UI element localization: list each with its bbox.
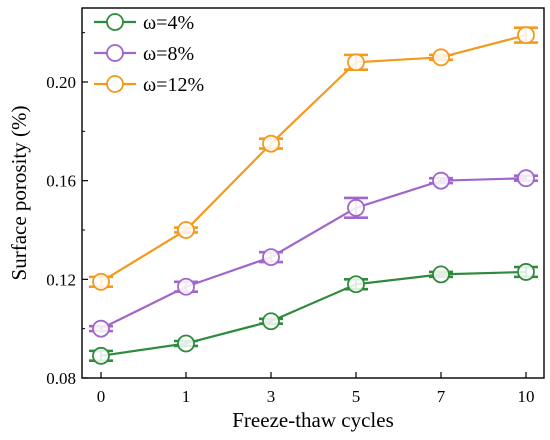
data-point [347,53,365,72]
series-2 [89,169,538,338]
data-point [92,319,110,338]
data-point [262,134,280,153]
series-3 [89,26,538,291]
legend-item-1: ω=4% [94,12,194,34]
data-point [177,277,195,296]
x-tick-label: 10 [518,387,535,406]
data-point [347,275,365,294]
legend-label: ω=4% [143,12,194,34]
data-point [432,171,450,190]
y-tick-label: 0.12 [46,270,76,289]
x-tick-label: 3 [267,387,276,406]
series-line [100,177,527,330]
plot-frame [81,7,545,379]
legend: ω=4% ω=8% ω=12% [94,12,204,96]
data-point [432,265,450,284]
data-point [177,221,195,239]
data-point [517,169,535,188]
series-line [100,270,527,357]
data-point [517,26,535,45]
x-axis-title: Freeze-thaw cycles [232,408,394,432]
data-point [262,248,280,267]
x-tick-label: 7 [437,387,446,406]
data-point [262,312,280,331]
plot-area-border [81,7,545,379]
data-point [177,334,195,353]
series-layer [89,26,538,365]
x-tick-label: 1 [182,387,191,406]
legend-label: ω=12% [143,74,204,96]
legend-item-2: ω=8% [94,43,194,65]
legend-marker [106,44,124,62]
y-tick-label: 0.08 [46,369,76,388]
data-point [432,48,450,67]
legend-marker [106,75,124,93]
y-tick-label: 0.20 [46,73,76,92]
legend-label: ω=8% [143,43,194,65]
axis-ticks: 0 1 3 5 7 10 0.08 0.12 0.16 0.20 [46,32,535,406]
data-point [92,272,110,291]
data-point [92,346,110,365]
data-point [347,198,365,217]
x-tick-label: 0 [97,387,106,406]
x-tick-label: 5 [352,387,361,406]
series-line [100,34,527,283]
y-tick-label: 0.16 [46,172,76,191]
series-1 [89,263,538,365]
legend-item-3: ω=12% [94,74,204,96]
y-axis-title: Surface porosity (%) [7,106,31,281]
legend-marker [106,13,124,31]
data-point [517,263,535,281]
